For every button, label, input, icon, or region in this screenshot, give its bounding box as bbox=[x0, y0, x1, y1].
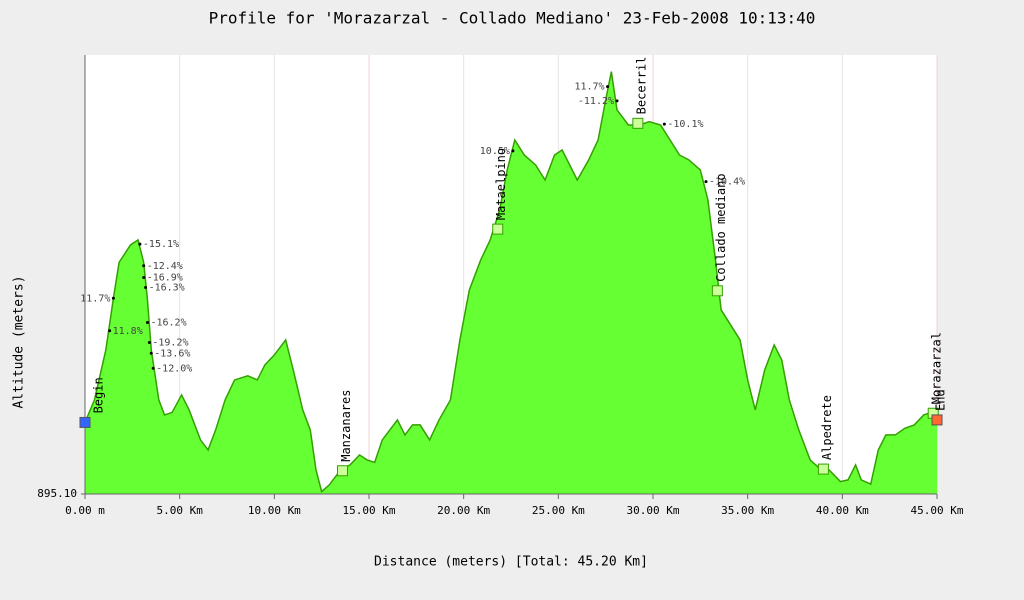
x-tick-label: 10.00 Km bbox=[248, 504, 301, 517]
grade-dot bbox=[144, 285, 148, 289]
grade-label: 11.8% bbox=[113, 326, 143, 337]
grade-dot bbox=[147, 340, 151, 344]
area-fill bbox=[85, 71, 937, 494]
grade-dot bbox=[662, 122, 666, 126]
waypoint-label: Morazarzal bbox=[930, 332, 944, 404]
grade-label: 10.5% bbox=[480, 146, 510, 157]
y-tick-label: 895.10 bbox=[37, 487, 77, 500]
grade-dot bbox=[108, 329, 112, 333]
grade-dot bbox=[606, 85, 610, 89]
x-tick-label: 30.00 Km bbox=[627, 504, 680, 517]
grade-dot bbox=[615, 99, 619, 103]
x-tick-label: 15.00 Km bbox=[343, 504, 396, 517]
waypoint-marker bbox=[931, 414, 943, 426]
waypoint-label: End bbox=[934, 389, 948, 411]
grade-label: -15.1% bbox=[143, 239, 179, 250]
grade-label: -11.2% bbox=[578, 96, 614, 107]
waypoint-label: Manzanares bbox=[339, 390, 353, 462]
waypoint-marker bbox=[817, 463, 829, 475]
grade-label: -19.2% bbox=[152, 337, 188, 348]
grade-label: -16.2% bbox=[150, 317, 186, 328]
waypoint-marker bbox=[336, 465, 348, 477]
grade-label: 11.7% bbox=[574, 82, 604, 93]
chart-title: Profile for 'Morazarzal - Collado Median… bbox=[209, 9, 816, 28]
waypoint-marker bbox=[79, 416, 91, 428]
grade-label: -12.0% bbox=[156, 363, 192, 374]
x-axis-label: Distance (meters) [Total: 45.20 Km] bbox=[374, 555, 648, 570]
grade-dot bbox=[149, 351, 153, 355]
grade-dot bbox=[151, 366, 155, 370]
waypoint-label: Mataelpino bbox=[494, 148, 508, 220]
grade-label: -10.1% bbox=[667, 119, 703, 130]
x-tick-label: 20.00 Km bbox=[437, 504, 490, 517]
x-tick-label: 5.00 Km bbox=[156, 504, 203, 517]
waypoint-marker bbox=[632, 117, 644, 129]
grade-label: -12.4% bbox=[147, 261, 183, 272]
grade-label: -16.3% bbox=[149, 282, 185, 293]
y-axis-label: Altitude (meters) bbox=[12, 275, 27, 408]
x-tick-label: 40.00 Km bbox=[816, 504, 869, 517]
grade-label: 11.7% bbox=[80, 293, 110, 304]
waypoint-marker bbox=[492, 223, 504, 235]
profile-line bbox=[84, 71, 938, 493]
grade-dot bbox=[138, 242, 142, 246]
x-tick-label: 0.00 m bbox=[65, 504, 105, 517]
grade-dot bbox=[511, 149, 515, 153]
x-tick-label: 25.00 Km bbox=[532, 504, 585, 517]
grade-dot bbox=[145, 320, 149, 324]
waypoint-label: Becerril bbox=[634, 57, 648, 115]
grade-dot bbox=[142, 264, 146, 268]
waypoint-marker bbox=[711, 285, 723, 297]
grade-label: -10.4% bbox=[709, 177, 745, 188]
grade-dot bbox=[142, 275, 146, 279]
waypoint-label: Begin bbox=[92, 377, 106, 413]
grade-label: -13.6% bbox=[154, 348, 190, 359]
grade-dot bbox=[111, 296, 115, 300]
waypoint-label: Collado mediano bbox=[714, 173, 728, 281]
x-tick-label: 35.00 Km bbox=[721, 504, 774, 517]
grade-label: -16.9% bbox=[147, 272, 183, 283]
marks bbox=[84, 71, 938, 494]
grade-dot bbox=[704, 180, 708, 184]
waypoint-label: Alpedrete bbox=[820, 395, 834, 460]
x-tick-label: 45.00 Km bbox=[911, 504, 964, 517]
